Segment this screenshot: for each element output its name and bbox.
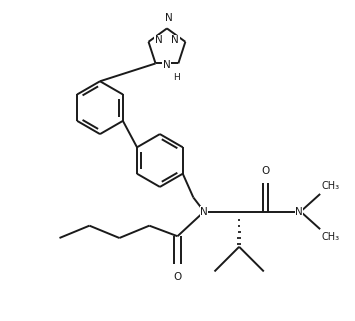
Text: CH₃: CH₃ bbox=[322, 181, 340, 191]
Text: H: H bbox=[173, 73, 180, 82]
Text: O: O bbox=[261, 166, 270, 176]
Text: N: N bbox=[171, 35, 179, 45]
Text: N: N bbox=[163, 60, 170, 70]
Text: CH₃: CH₃ bbox=[322, 232, 340, 242]
Text: N: N bbox=[295, 207, 303, 217]
Text: N: N bbox=[155, 35, 163, 45]
Text: N: N bbox=[200, 207, 208, 217]
Text: N: N bbox=[165, 13, 173, 23]
Text: O: O bbox=[173, 272, 182, 282]
